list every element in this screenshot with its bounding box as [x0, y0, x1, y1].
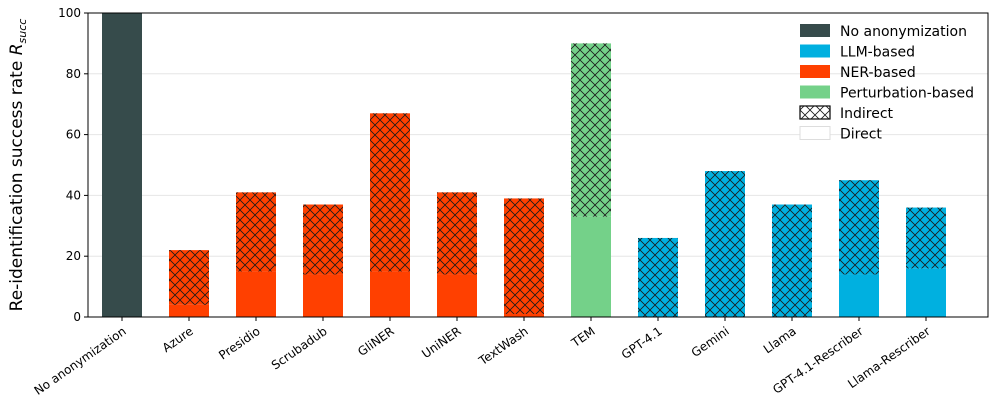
bar-direct [906, 268, 946, 317]
bar-direct [571, 216, 611, 317]
y-axis: 0 20 40 60 80 100 [58, 6, 88, 324]
bar-direct [839, 274, 879, 317]
legend-item: Indirect [799, 105, 894, 122]
x-tick-label: GliNER [355, 324, 397, 359]
y-tick-label: 60 [66, 128, 81, 142]
y-tick-label: 0 [73, 310, 81, 324]
legend-item: LLM-based [800, 44, 915, 61]
legend-swatch [799, 126, 831, 140]
legend-swatch-hatch [800, 106, 830, 119]
legend-swatch [800, 65, 830, 78]
legend-label: Indirect [840, 106, 894, 122]
legend-swatch [800, 44, 830, 58]
bar-direct [370, 271, 410, 317]
y-tick-label: 20 [66, 249, 81, 263]
legend-label: Direct [840, 127, 882, 143]
x-tick-label: No anonymization [32, 324, 129, 398]
x-tick-label: TextWash [476, 324, 531, 368]
bar-indirect-hatch [236, 192, 276, 272]
bar-indirect-hatch [906, 207, 946, 269]
x-tick-label: Scrubadub [269, 324, 330, 373]
bar-direct [102, 13, 142, 317]
bar-indirect-hatch [839, 180, 879, 275]
plot-frame [87, 12, 989, 318]
legend-item: No anonymization [800, 24, 967, 40]
legend: No anonymization LLM-based NER-based Pertur… [799, 24, 974, 143]
legend-label: LLM-based [840, 45, 915, 61]
y-tick-label: 80 [66, 67, 81, 81]
bar-indirect-hatch [504, 198, 544, 314]
bar-direct [169, 304, 209, 317]
bar-indirect-hatch [303, 204, 343, 275]
x-tick-label: UniNER [419, 324, 464, 361]
bar-indirect-hatch [169, 250, 209, 305]
legend-swatch [800, 24, 830, 37]
bar-indirect-hatch [638, 237, 678, 317]
x-tick-label: Llama [761, 324, 799, 356]
x-tick-label: Presidio [216, 324, 263, 362]
y-axis-label: Re-identification success rate Rsucc [7, 19, 29, 312]
bar-indirect-hatch [437, 192, 477, 275]
x-tick-label: Gemini [689, 324, 732, 360]
x-tick-label: Azure [160, 324, 196, 355]
legend-label: Perturbation-based [840, 86, 974, 102]
bar-indirect-hatch [370, 113, 410, 272]
legend-swatch [800, 85, 830, 99]
bar-direct [437, 274, 477, 317]
y-tick-label: 40 [66, 188, 81, 202]
legend-label: No anonymization [840, 24, 967, 40]
bar-direct [504, 313, 544, 317]
x-axis: No anonymization Azure Presidio Scrubadub Gl… [32, 317, 933, 398]
bar-direct [303, 274, 343, 317]
y-tick-label: 100 [58, 6, 81, 20]
legend-item: Perturbation-based [800, 85, 974, 102]
bars [102, 13, 946, 317]
legend-item: Direct [799, 126, 882, 143]
x-tick-label: GPT-4.1 [619, 324, 665, 362]
legend-label: NER-based [840, 65, 916, 81]
bar-indirect-hatch [705, 171, 745, 317]
x-tick-label: TEM [568, 324, 598, 351]
legend-item: NER-based [800, 65, 916, 81]
bar-indirect-hatch [772, 204, 812, 317]
bar-indirect-hatch [571, 43, 611, 217]
bar-direct [236, 271, 276, 317]
